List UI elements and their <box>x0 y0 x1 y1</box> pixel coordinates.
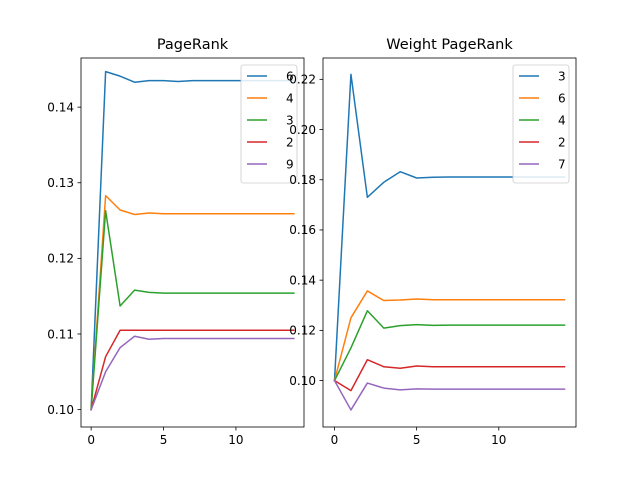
y-tick-label: 0.13 <box>47 176 74 190</box>
legend-box <box>240 64 298 184</box>
legend-label: 2 <box>286 135 294 149</box>
legend-label: 3 <box>558 69 566 83</box>
x-tick-label: 10 <box>491 433 506 447</box>
legend-label: 6 <box>558 91 566 105</box>
chart-title: PageRank <box>157 37 229 53</box>
y-tick-label: 0.11 <box>47 327 74 341</box>
x-tick-label: 0 <box>87 433 95 447</box>
legend-label: 3 <box>286 113 294 127</box>
legend-box <box>512 64 570 184</box>
chart-title: Weight PageRank <box>386 37 513 53</box>
legend: 3 6 4 2 7 <box>512 64 570 184</box>
legend-label: 7 <box>558 157 566 171</box>
series-line-4 <box>90 194 295 411</box>
y-tick-label: 0.22 <box>289 73 316 87</box>
y-tick-label: 0.14 <box>289 273 316 287</box>
series-line-9 <box>90 335 295 411</box>
series-line-2 <box>333 358 566 392</box>
legend-label: 6 <box>286 69 294 83</box>
series-line-2 <box>90 329 295 411</box>
series-line-3 <box>90 209 295 411</box>
x-tick-label: 5 <box>413 433 421 447</box>
chart-panel-2: Weight PageRank 0 5 10 0.10 0.12 0.14 0.16 0.18 0… <box>289 37 577 447</box>
y-tick-label: 0.10 <box>289 374 316 388</box>
series-line-6 <box>333 290 566 382</box>
legend-label: 4 <box>558 113 566 127</box>
legend-label: 2 <box>558 135 566 149</box>
x-tick-label: 0 <box>331 433 339 447</box>
chart-panel-1: PageRank 0 5 10 0.10 0.11 0.12 0.13 0.14 6 4 3 2 9 <box>47 37 305 447</box>
legend-label: 9 <box>286 157 294 171</box>
y-tick-label: 0.10 <box>47 403 74 417</box>
x-tick-label: 5 <box>160 433 168 447</box>
y-tick-label: 0.20 <box>289 123 316 137</box>
y-tick-label: 0.16 <box>289 223 316 237</box>
axes-frame <box>322 57 577 428</box>
y-tick-label: 0.18 <box>289 173 316 187</box>
axes-frame <box>80 57 305 428</box>
legend-label: 4 <box>286 91 294 105</box>
series-line-4 <box>333 310 566 382</box>
y-tick-label: 0.14 <box>47 100 74 114</box>
y-tick-label: 0.12 <box>289 324 316 338</box>
x-tick-label: 10 <box>228 433 243 447</box>
legend: 6 4 3 2 9 <box>240 64 298 184</box>
y-tick-label: 0.12 <box>47 252 74 266</box>
series-line-7 <box>333 379 566 411</box>
